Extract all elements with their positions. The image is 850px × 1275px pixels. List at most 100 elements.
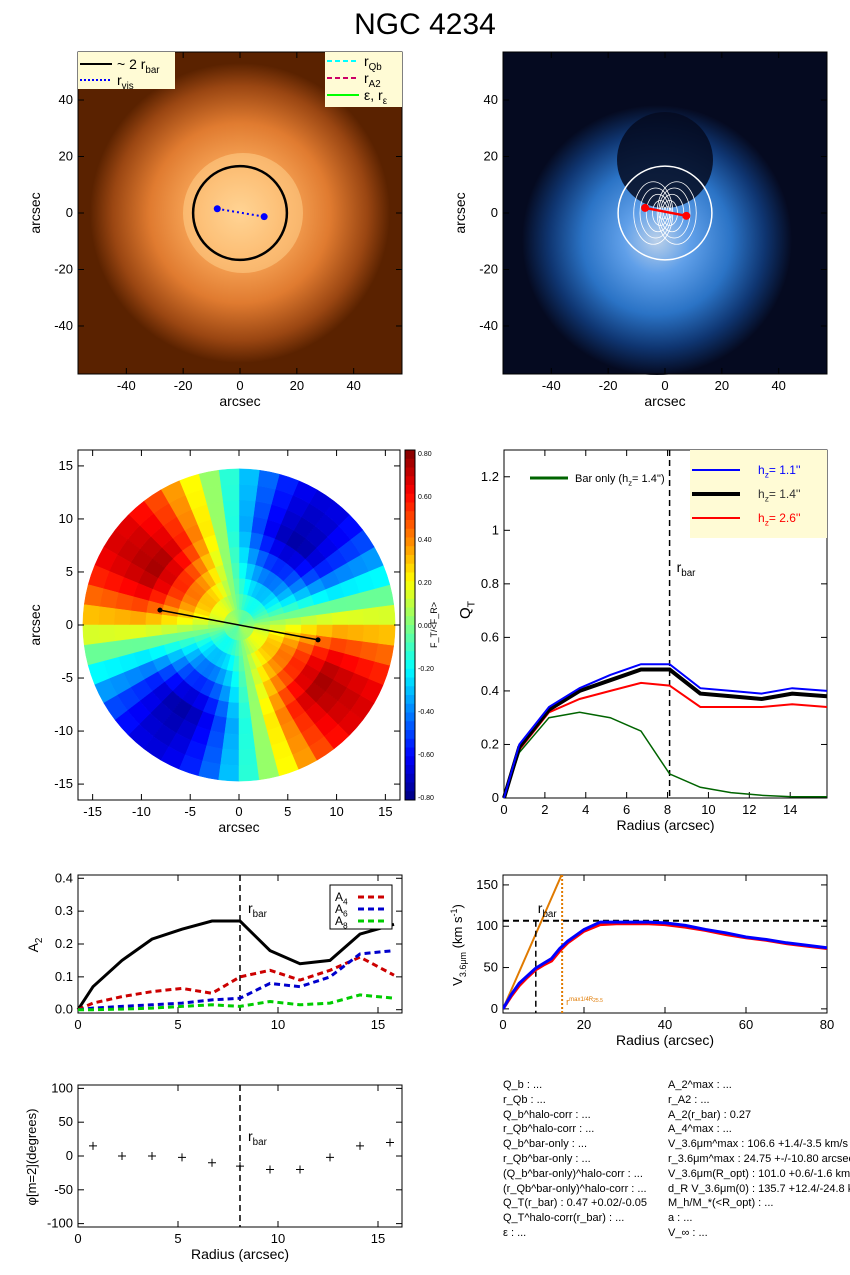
x-tick-label: 2 (541, 802, 548, 817)
colorbar-cell (405, 765, 415, 775)
heatmap-cell (238, 546, 250, 564)
rbar-label: rbar (677, 559, 697, 579)
legend-label: A8 (335, 914, 348, 931)
y-tick-label: 0.6 (481, 629, 499, 644)
y-tick-label: 0 (492, 790, 499, 805)
y-tick-label: 50 (59, 1114, 73, 1129)
x-tick-label: -20 (599, 378, 618, 393)
heatmap-cell (347, 624, 365, 642)
y-tick-label: 0 (66, 617, 73, 632)
y-tick-label: 0 (66, 205, 73, 220)
legend-label: hz= 1.1'' (758, 463, 800, 480)
rvis-endpoint (213, 205, 221, 213)
heatmap-cell (198, 760, 221, 781)
series-line (76, 919, 395, 1011)
bar-endpoint (157, 607, 163, 613)
bar-endpoint (315, 637, 321, 643)
heatmap-cell (226, 702, 240, 719)
x-tick-label: 80 (820, 1017, 834, 1032)
colorbar-tick-label: 0.20 (418, 580, 432, 587)
x-tick-label: -10 (132, 804, 151, 819)
heatmap-cell (238, 484, 258, 502)
colorbar-cell (405, 476, 415, 486)
x-tick-label: 6 (623, 802, 630, 817)
y-tick-label: 20 (484, 149, 498, 164)
x-tick-label: -40 (117, 378, 136, 393)
bar-endpoint (641, 203, 650, 212)
colorbar-cell (405, 607, 415, 617)
series-line (77, 955, 395, 1012)
heatmap-cell (362, 624, 380, 644)
heatmap-cell (220, 748, 240, 766)
legend-label: A4 (335, 890, 348, 907)
parameter-list-right: A_2^max : ... r_A2 : ... A_2(r_bar) : 0.27… (668, 1078, 850, 1241)
heatmap-cell (374, 643, 395, 666)
x-axis-label: arcsec (219, 393, 260, 409)
x-tick-label: 15 (371, 1017, 385, 1032)
parameter-line: Q_T^halo-corr(r_bar) : ... (503, 1212, 625, 1225)
colorbar-cell (405, 625, 415, 635)
colorbar-tick-label: 0.80 (418, 451, 432, 458)
phase-marker (178, 1153, 186, 1162)
x-tick-label: 10 (271, 1017, 285, 1032)
parameter-list-left: Q_b : ... r_Qb : ... Q_b^halo-corr : ... r_… (503, 1078, 647, 1241)
plot-area (503, 875, 827, 1013)
rbar-label: rbar (538, 900, 558, 920)
colorbar-cell (405, 730, 415, 740)
legend-label: ~ 2 rbar (117, 56, 160, 76)
legend-left-box (78, 52, 175, 89)
x-tick-label: 8 (664, 802, 671, 817)
parameter-line: r_A2 : ... (668, 1093, 710, 1106)
legend-label: hz= 2.6'' (758, 511, 800, 528)
y-tick-label: -100 (47, 1216, 73, 1231)
colorbar-tick-label: -0.80 (418, 795, 434, 802)
legend-label: rvis (117, 72, 134, 92)
heatmap-cell (331, 610, 349, 626)
series-line (503, 663, 828, 799)
colorbar-cell (405, 493, 415, 503)
heatmap-cell (238, 515, 254, 533)
phase-marker (386, 1138, 394, 1147)
heatmap-cell (238, 764, 260, 782)
heatmap-cell (218, 468, 240, 486)
heatmap-cell (228, 686, 240, 704)
y-axis-label: arcsec (452, 192, 468, 233)
heatmap-cell (238, 717, 254, 735)
colorbar-cell (405, 791, 415, 801)
y-tick-label: -50 (54, 1182, 73, 1197)
phase-marker (266, 1165, 274, 1174)
y-tick-label: -20 (54, 261, 73, 276)
rotation-curve-panel: 0 20 40 60 80 0 50 100 150 Radius (arcsec) V3.6μm … (449, 874, 834, 1048)
inner-slope-line (503, 875, 563, 1010)
x-tick-label: 0 (499, 1017, 506, 1032)
y-tick-label: 0.2 (481, 736, 499, 751)
colorbar-tick-label: -0.20 (418, 666, 434, 673)
x-tick-label: 20 (577, 1017, 591, 1032)
colorbar-tick-label: 0.40 (418, 537, 432, 544)
force-contour (656, 181, 697, 245)
colorbar-cell (405, 537, 415, 547)
x-tick-label: 0 (74, 1017, 81, 1032)
y-tick-label: 0 (491, 205, 498, 220)
heatmap-cell (224, 515, 240, 533)
y-axis-label: A2 (25, 938, 45, 953)
colorbar-cell (405, 590, 415, 600)
colorbar-cell (405, 450, 415, 460)
bar-phase-panel: 0 5 10 15 -100 -50 0 50 100 Radius (arcsec) φ[m=2]… (24, 1080, 403, 1262)
parameter-line: (r_Qb^bar-only)^halo-corr : ... (503, 1182, 647, 1195)
phase-marker (118, 1152, 126, 1160)
colorbar-cell (405, 555, 415, 565)
rbar-label: rbar (248, 1128, 268, 1148)
y-tick-label: 0.3 (55, 903, 73, 918)
two-rbar-circle (191, 164, 289, 262)
x-tick-label: 10 (701, 802, 715, 817)
x-tick-label: -15 (83, 804, 102, 819)
y-axis-label: arcsec (27, 604, 43, 645)
y-tick-label: 15 (59, 458, 73, 473)
parameter-line: Q_b : ... (503, 1079, 543, 1091)
phase-marker (89, 1141, 97, 1150)
x-tick-label: 60 (739, 1017, 753, 1032)
legend-label: A6 (335, 902, 348, 919)
colorbar-cell (405, 686, 415, 696)
heatmap-cell (238, 468, 260, 486)
